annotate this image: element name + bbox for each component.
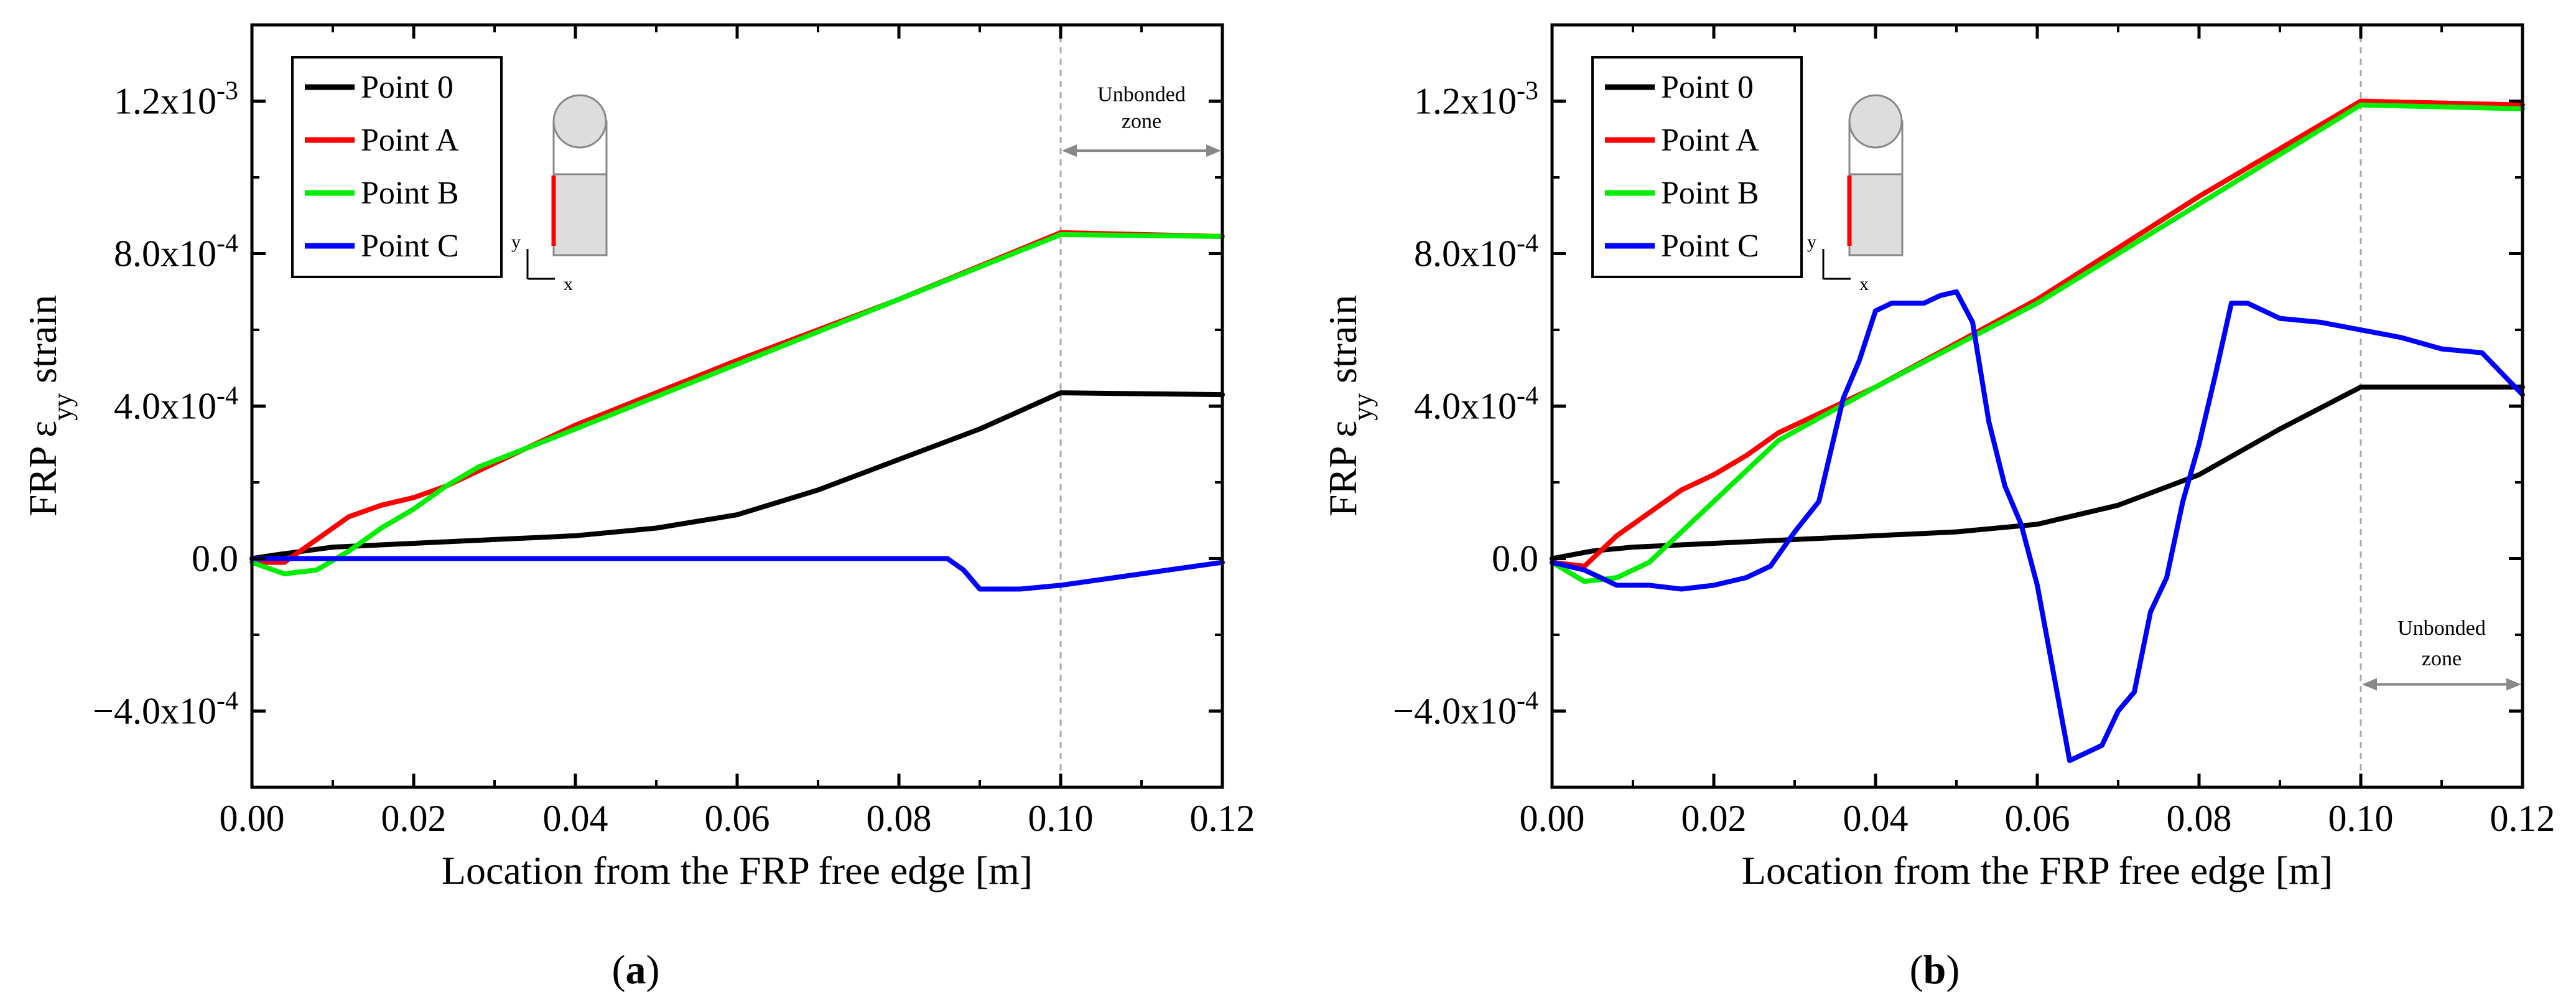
panel-a-legend: Point 0 Point A Point B Point C bbox=[291, 56, 503, 278]
panel-a-y-axis-title-suffix: strain bbox=[21, 295, 65, 393]
panel-a-y-axis-title-prefix: FRP ε bbox=[21, 421, 65, 517]
panel-a-subfigure-label: (a) bbox=[612, 947, 660, 993]
panel-a-unbonded-arrowhead-left bbox=[1062, 144, 1077, 157]
panel-b-x-tick-label: 0.06 bbox=[2005, 798, 2070, 839]
panel-b-y-axis-title: FRP εyy strain bbox=[1321, 295, 1378, 517]
panel-a-y-tick-label: −4.0x10-4 bbox=[93, 687, 238, 732]
panel-a-legend-label-pointB: Point B bbox=[361, 176, 459, 211]
panel-a-series-pointC bbox=[249, 556, 1225, 592]
panel-a-legend-box bbox=[291, 56, 503, 278]
panel-b-legend: Point 0 Point A Point B Point C bbox=[1591, 56, 1803, 278]
panel-b-legend-box bbox=[1591, 56, 1803, 278]
panel-a-unbonded-label-line2: zone bbox=[1122, 110, 1161, 133]
panel-b-y-tick-label: 0.0 bbox=[1492, 538, 1538, 579]
panel-a-x-tick-label: 0.04 bbox=[543, 798, 608, 839]
panel-a-schematic-x-label: x bbox=[564, 274, 573, 294]
panel-b-unbonded-arrowhead-left bbox=[2362, 678, 2377, 691]
panel-a-tick-layer: 0.00 0.02 0.04 0.06 0.08 0.10 0.12 −4.0x10-4 0.0… bbox=[93, 24, 1255, 839]
panel-b-x-tick-label: 0.08 bbox=[2167, 798, 2232, 839]
panel-b-y-tick-label: 1.2x10-3 bbox=[1414, 77, 1538, 122]
panel-a-subfigure-letter: a bbox=[626, 947, 646, 993]
panel-a-y-tick-label: 0.0 bbox=[192, 538, 238, 579]
panel-b-x-tick-label: 0.10 bbox=[2328, 798, 2394, 839]
panel-a-y-tick-label: 4.0x10-4 bbox=[114, 382, 238, 427]
panel-b-y-axis-title-suffix: strain bbox=[1321, 295, 1365, 393]
panel-a-unbonded-arrowhead-right bbox=[1206, 144, 1221, 157]
panel-b-tick-layer: 0.00 0.02 0.04 0.06 0.08 0.10 0.12 −4.0x10-4 0.0… bbox=[1393, 24, 2555, 839]
panel-b-schematic-block bbox=[1848, 173, 1904, 256]
panel-b-legend-label-pointA: Point A bbox=[1661, 123, 1759, 158]
panel-b-subfigure-letter: b bbox=[1923, 947, 1946, 993]
panel-a-x-tick-label: 0.00 bbox=[220, 798, 285, 839]
panel-b-series-pointA bbox=[1550, 98, 2525, 569]
panel-b-y-axis-title-prefix: FRP ε bbox=[1321, 421, 1365, 517]
panel-a-x-tick-label: 0.06 bbox=[705, 798, 770, 839]
panel-a-y-axis-title-sub: yy bbox=[47, 393, 78, 421]
panel-b: 0.00 0.02 0.04 0.06 0.08 0.10 0.12 −4.0x10-4 0.0… bbox=[1321, 23, 2555, 993]
panel-a-x-tick-label: 0.08 bbox=[867, 798, 932, 839]
panel-a-x-tick-label: 0.10 bbox=[1028, 798, 1094, 839]
panel-a-x-tick-label: 0.02 bbox=[381, 798, 447, 839]
panel-b-legend-label-pointC: Point C bbox=[1661, 228, 1759, 264]
panel-b-y-tick-label: 4.0x10-4 bbox=[1414, 382, 1538, 427]
panel-a: 0.00 0.02 0.04 0.06 0.08 0.10 0.12 −4.0x10-4 0.0… bbox=[21, 23, 1255, 993]
panel-a-schematic-circle bbox=[552, 94, 607, 149]
panel-a-series-pointB bbox=[249, 232, 1225, 576]
panel-b-legend-label-point0: Point 0 bbox=[1661, 70, 1754, 105]
panel-b-series-point0 bbox=[1550, 384, 2525, 561]
panel-b-series-pointC bbox=[1550, 289, 2525, 764]
panel-a-schematic-y-label: y bbox=[511, 232, 521, 252]
panel-b-x-tick-label: 0.12 bbox=[2490, 798, 2555, 839]
panel-b-y-axis-title-sub: yy bbox=[1347, 393, 1378, 421]
panel-b-schematic-y-label: y bbox=[1807, 232, 1816, 252]
panel-b-legend-label-pointB: Point B bbox=[1661, 176, 1759, 211]
panel-b-schematic-circle bbox=[1848, 94, 1903, 149]
panel-b-y-tick-label: −4.0x10-4 bbox=[1393, 687, 1538, 732]
panel-a-series-layer bbox=[249, 230, 1225, 592]
panel-b-x-tick-label: 0.00 bbox=[1520, 798, 1585, 839]
panel-b-series-layer bbox=[1550, 98, 2525, 764]
panel-a-unbonded-label-line1: Unbonded bbox=[1097, 83, 1186, 106]
panel-b-x-axis-title: Location from the FRP free edge [m] bbox=[1742, 848, 2333, 892]
panel-b-specimen-schematic: y x bbox=[1807, 94, 1904, 294]
panel-b-schematic-x-label: x bbox=[1859, 274, 1869, 294]
panel-a-y-tick-label: 8.0x10-4 bbox=[114, 230, 238, 274]
panel-a-specimen-schematic: y x bbox=[511, 94, 608, 294]
panel-a-series-point0 bbox=[249, 390, 1225, 561]
panel-b-series-pointB bbox=[1550, 102, 2525, 584]
panel-b-y-tick-label: 8.0x10-4 bbox=[1414, 230, 1538, 274]
panel-b-unbonded-arrowhead-right bbox=[2506, 678, 2521, 691]
panel-b-unbonded-label-line2: zone bbox=[2422, 647, 2462, 670]
panel-b-x-tick-label: 0.02 bbox=[1681, 798, 1747, 839]
panel-a-legend-label-pointA: Point A bbox=[361, 123, 459, 158]
panel-b-subfigure-label: (b) bbox=[1910, 947, 1960, 993]
panel-a-legend-label-pointC: Point C bbox=[361, 228, 459, 264]
panel-a-schematic-block bbox=[552, 173, 608, 256]
panel-b-unbonded-label-line1: Unbonded bbox=[2397, 617, 2486, 640]
panel-a-x-tick-label: 0.12 bbox=[1190, 798, 1255, 839]
panel-a-x-axis-title: Location from the FRP free edge [m] bbox=[442, 848, 1033, 892]
panel-a-unbonded-annotation: Unbonded zone bbox=[1062, 83, 1221, 157]
panel-a-y-axis-title: FRP εyy strain bbox=[21, 295, 78, 517]
panel-a-y-tick-label: 1.2x10-3 bbox=[114, 77, 238, 122]
panel-b-unbonded-annotation: Unbonded zone bbox=[2362, 617, 2521, 691]
panel-a-legend-label-point0: Point 0 bbox=[361, 70, 453, 105]
panel-b-x-tick-label: 0.04 bbox=[1843, 798, 1909, 839]
